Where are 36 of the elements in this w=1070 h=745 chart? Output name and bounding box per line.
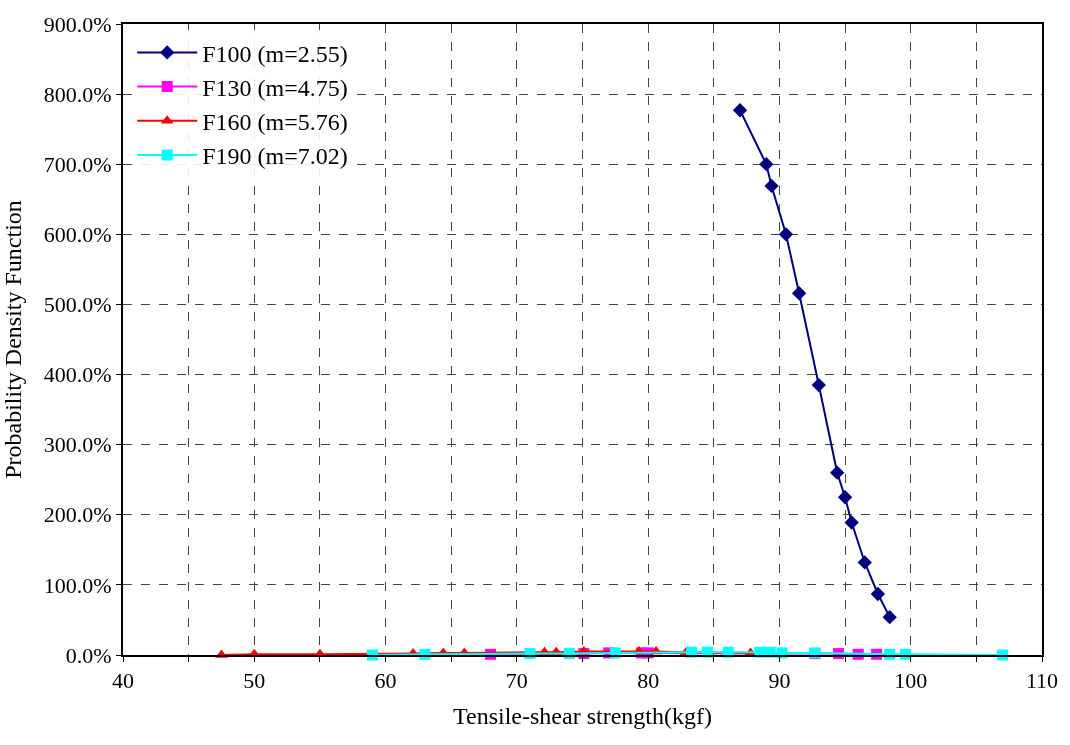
point <box>732 103 748 118</box>
y-tick-label: 300.0% <box>43 432 112 458</box>
y-tick-label: 100.0% <box>43 572 112 598</box>
x-tick-label: 80 <box>637 668 660 694</box>
y-axis-title: Probability Density Function <box>0 200 27 479</box>
x-tick-label: 90 <box>768 668 791 694</box>
x-tick-label: 60 <box>374 668 397 694</box>
x-tick-label: 40 <box>112 668 134 694</box>
y-tick-label: 500.0% <box>43 292 112 318</box>
y-tick-label: 800.0% <box>43 81 112 107</box>
x-tick-label: 70 <box>505 668 528 694</box>
point <box>764 178 779 194</box>
point <box>830 465 845 480</box>
point <box>844 515 859 530</box>
x-tick-label: 100 <box>894 668 928 694</box>
point <box>811 377 826 393</box>
point <box>759 157 774 172</box>
x-tick-label: 110 <box>1025 668 1059 694</box>
legend-label: F100 (m=2.55) <box>202 40 348 67</box>
point <box>778 227 794 242</box>
y-tick-label: 900.0% <box>43 11 112 37</box>
y-tick-label: 400.0% <box>43 362 112 388</box>
point <box>857 555 872 570</box>
y-tick-label: 200.0% <box>43 502 112 528</box>
legend-label: F160 (m=5.76) <box>202 109 348 136</box>
point <box>837 490 853 505</box>
x-axis-title: Tensile-shear strength(kgf) <box>453 703 712 730</box>
y-tick-label: 600.0% <box>43 222 112 248</box>
x-tick-label: 50 <box>243 668 266 694</box>
y-tick-label: 0.0% <box>65 642 112 668</box>
point <box>791 286 807 301</box>
legend-label: F190 (m=7.02) <box>202 143 348 170</box>
y-tick-label: 700.0% <box>43 151 112 177</box>
point <box>882 609 897 625</box>
legend-label: F130 (m=4.75) <box>202 74 348 101</box>
point <box>870 586 886 602</box>
